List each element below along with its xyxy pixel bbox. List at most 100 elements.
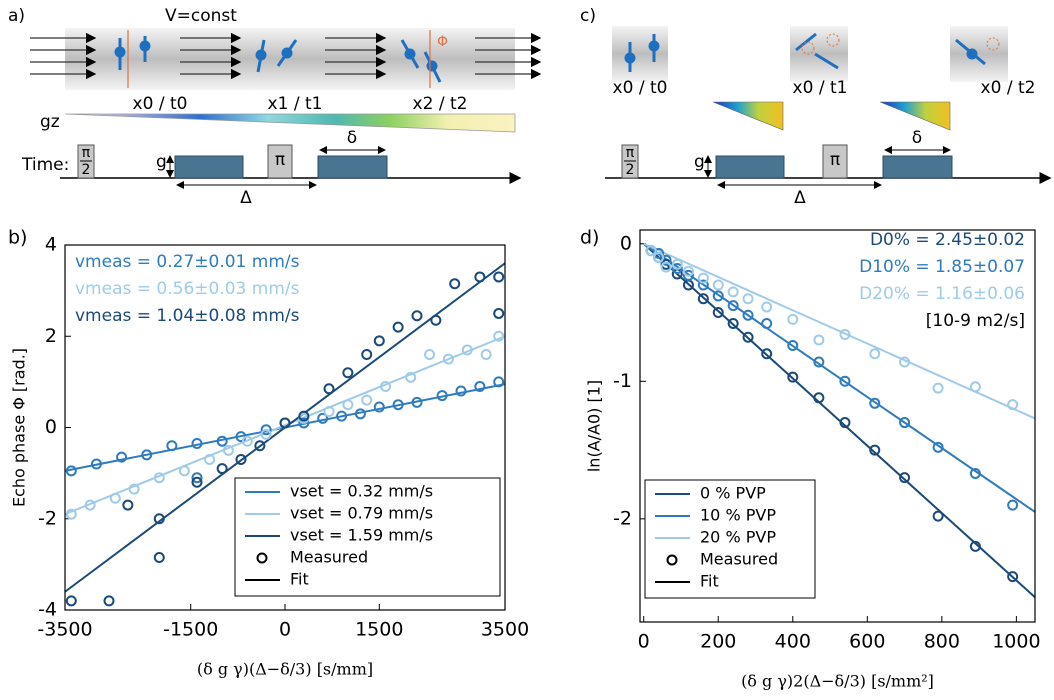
- data-point: [279, 417, 291, 429]
- data-point: [727, 300, 739, 312]
- data-point: [493, 330, 505, 342]
- data-point: [671, 258, 683, 270]
- data-point: [411, 396, 423, 408]
- x-tick-label: 600: [849, 631, 885, 653]
- x-tick-label: 1000: [992, 631, 1040, 653]
- g-label: g: [694, 152, 705, 172]
- plot-frame: [639, 229, 1036, 623]
- gradient-label: gz: [40, 112, 60, 132]
- data-point: [493, 271, 505, 283]
- data-point: [90, 458, 102, 470]
- data-point: [653, 252, 665, 264]
- legend-label: Fit: [700, 572, 719, 591]
- data-point: [813, 392, 825, 404]
- gradient-pulse: [174, 155, 244, 179]
- data-point: [787, 340, 799, 352]
- data-point: [361, 394, 373, 406]
- data-point: [1007, 499, 1019, 511]
- data-point: [712, 279, 724, 291]
- data-point: [839, 375, 851, 387]
- data-point: [899, 356, 911, 368]
- annotation: D10% = 1.85±0.07: [859, 257, 1025, 277]
- y-axis-label: ln(A/A0) [1]: [585, 380, 604, 472]
- data-point: [109, 492, 121, 504]
- y-tick-label: 0: [620, 232, 632, 254]
- data-point: [682, 265, 694, 277]
- legend-label: vset = 0.79 mm/s: [290, 504, 433, 523]
- fit-line: [643, 243, 1036, 598]
- data-point: [442, 353, 454, 365]
- flow-arrows: [30, 32, 542, 80]
- y-tick-label: 0: [45, 416, 57, 438]
- x-tick-label: 0: [279, 619, 291, 641]
- pulse-180: [267, 144, 293, 179]
- gradient-pulse: [317, 155, 388, 179]
- data-point: [298, 417, 310, 429]
- gradient-pulse: [882, 155, 953, 179]
- y-tick-label: -2: [38, 507, 57, 529]
- data-point: [260, 424, 272, 436]
- pulse-180: [822, 144, 848, 179]
- legend-label: Fit: [290, 570, 309, 589]
- panel-label: d): [580, 227, 599, 249]
- gradient-triangle: [712, 101, 784, 131]
- Delta-label: Δ: [240, 188, 252, 208]
- data-point: [153, 552, 165, 564]
- original-positions: [801, 33, 1000, 55]
- data-point: [166, 440, 178, 452]
- data-point: [697, 293, 709, 305]
- data-point: [128, 483, 140, 495]
- data-point: [405, 371, 417, 383]
- legend-swatch: [256, 552, 268, 564]
- legend-label: 0 % PVP: [700, 484, 766, 503]
- data-point: [141, 449, 153, 461]
- data-point: [742, 331, 754, 343]
- pulse-label: π: [82, 145, 91, 161]
- data-point: [839, 329, 851, 341]
- data-point: [411, 310, 423, 322]
- data-point: [84, 499, 96, 511]
- annotation: D0% = 2.45±0.02: [870, 230, 1025, 250]
- y-tick-label: 4: [45, 234, 57, 256]
- data-point: [235, 453, 247, 465]
- velocity-label: V=const: [165, 6, 237, 26]
- panel-label: a): [8, 6, 25, 26]
- x-tick-label: 400: [775, 631, 811, 653]
- g-label: g: [156, 152, 167, 172]
- time-label: Time:: [21, 155, 69, 175]
- y-tick-label: -2: [613, 507, 632, 529]
- data-point: [361, 349, 373, 360]
- data-point: [65, 595, 77, 607]
- spins: [114, 36, 442, 83]
- data-point: [204, 453, 216, 465]
- data-point: [671, 263, 683, 275]
- plot-frame: [64, 244, 506, 611]
- data-point: [493, 307, 505, 319]
- data-point: [449, 278, 461, 290]
- delta-label: δ: [912, 128, 922, 148]
- data-point: [342, 367, 354, 379]
- sample-box: [612, 26, 668, 82]
- panel-a: a) V=const Φ x0 / t0 x1 / t1 x2 / t2: [8, 6, 542, 208]
- panel-label: c): [580, 6, 596, 26]
- fit-line: [643, 242, 1036, 513]
- data-point: [103, 595, 115, 607]
- pulse-label: 2: [626, 162, 635, 178]
- x-tick-label: -3500: [37, 619, 92, 641]
- data-point: [392, 399, 404, 411]
- data-point: [191, 476, 203, 488]
- data-point: [712, 290, 724, 302]
- pulse-label: π: [626, 145, 635, 161]
- panel-label: b): [8, 227, 27, 249]
- pulse-label: 2: [82, 162, 91, 178]
- x-tick-label: 3500: [481, 619, 529, 641]
- y-tick-label: -1: [613, 370, 632, 392]
- data-point: [787, 313, 799, 325]
- annotation: vmeas = 0.56±0.03 mm/s: [75, 279, 300, 299]
- data-point: [839, 417, 851, 429]
- data-point: [191, 437, 203, 449]
- data-point: [153, 513, 165, 525]
- annotation: vmeas = 0.27±0.01 mm/s: [75, 252, 300, 272]
- data-point: [813, 356, 825, 368]
